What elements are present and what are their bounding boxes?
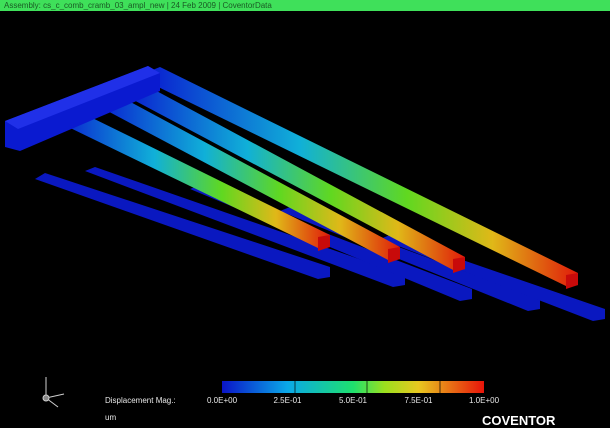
color-scale xyxy=(222,381,484,393)
scale-tick-label: 7.5E-01 xyxy=(404,396,433,405)
beam-end xyxy=(388,247,400,263)
page: {"header": {"text": "Assembly: cs_c_comb… xyxy=(0,0,610,428)
legend-unit: um xyxy=(105,413,116,422)
scale-tick-label: 0.0E+00 xyxy=(207,396,238,405)
viewport: Displacement Mag.: um 0.0E+00 2.5E-01 5.0E… xyxy=(0,11,610,428)
scale-tick-label: 1.0E+00 xyxy=(469,396,500,405)
legend-label: Displacement Mag.: xyxy=(105,396,176,405)
scale-tick-label: 5.0E-01 xyxy=(339,396,368,405)
title-bar: Assembly: cs_c_comb_cramb_03_ampl_new | … xyxy=(0,0,610,11)
axis-triad xyxy=(43,377,64,407)
scale-tick-label: 2.5E-01 xyxy=(273,396,302,405)
beam-end xyxy=(566,273,578,289)
brand: COVENTOR xyxy=(482,413,556,428)
